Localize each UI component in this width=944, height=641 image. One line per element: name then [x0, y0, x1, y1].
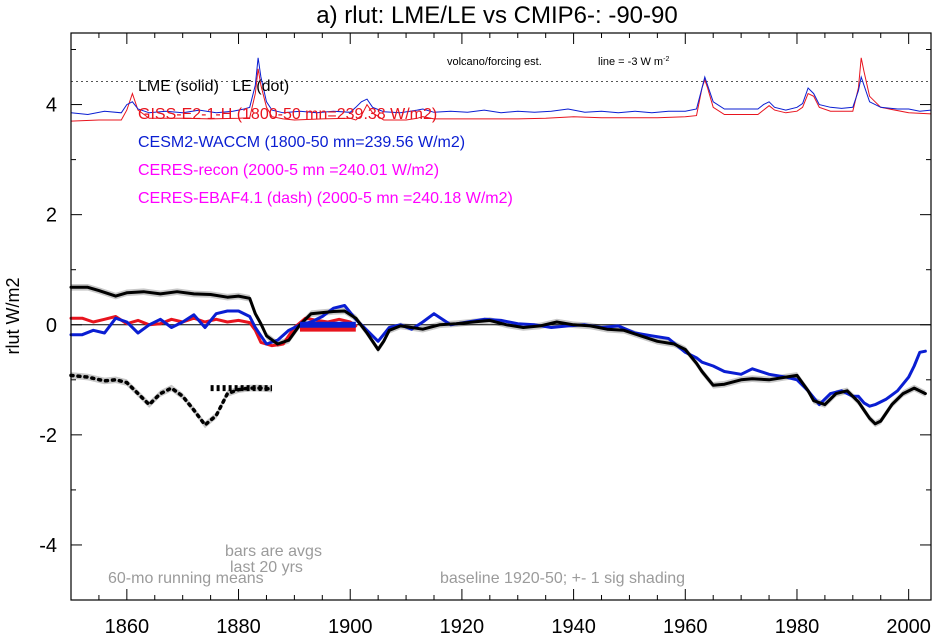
y-axis-label: rlut W/m2 — [3, 277, 23, 354]
legend-entry-giss: GISS-E2-1-H (1800-50 mn=239.38 W/m2) — [138, 106, 437, 123]
average-bars — [210, 321, 356, 392]
annotations: volcano/forcing est. line = -3 W m-2 60-… — [108, 56, 685, 587]
x-tick-label-2000: 2000 — [886, 616, 931, 638]
running-mean-note: 60-mo running means — [108, 570, 264, 587]
chart-title: a) rlut: LME/LE vs CMIP6-: -90-90 — [316, 2, 677, 29]
legend-entry-lme-le: LME (solid) LE (dot) — [138, 78, 289, 95]
legend-entry-ceres-ebaf: CERES-EBAF4.1 (dash) (2000-5 mn =240.18 … — [138, 190, 513, 207]
baseline-note: baseline 1920-50; +- 1 sig shading — [440, 570, 685, 587]
x-tick-label-1860: 1860 — [105, 616, 150, 638]
x-tick-label-1920: 1920 — [440, 616, 485, 638]
series-line-le — [69, 373, 274, 427]
volcano-label: volcano/forcing est. — [447, 56, 542, 68]
uncertainty-shading — [71, 284, 926, 429]
reference-line-label-sup: -2 — [663, 56, 669, 63]
volcano-forcing-estimates — [70, 57, 932, 122]
x-tick-label-1900: 1900 — [328, 616, 373, 638]
series-line-lme — [69, 285, 927, 426]
x-tick-label-1880: 1880 — [216, 616, 261, 638]
forcing-line-cesm2-waccm — [70, 57, 932, 116]
y-tick-label--2: -2 — [39, 425, 57, 447]
bars-note-line1: bars are avgs — [225, 543, 322, 560]
reference-line-label: line = -3 W m-2 — [598, 56, 669, 68]
axes: 1860 1880 1900 1920 1940 1960 1980 2000 -4 -2 0 2 4 — [39, 32, 932, 638]
y-tick-label-0: 0 — [46, 315, 57, 337]
forcing-line-giss-e2-1-h — [70, 57, 932, 122]
x-tick-label-1940: 1940 — [551, 616, 596, 638]
series-line-cesm2-waccm — [69, 304, 927, 408]
y-tick-label--4: -4 — [39, 535, 57, 557]
legend: LME (solid) LE (dot) GISS-E2-1-H (1800-5… — [138, 78, 513, 207]
series-lines — [69, 285, 927, 427]
legend-entry-ceres-recon: CERES-recon (2000-5 mn =240.01 W/m2) — [138, 162, 439, 179]
y-tick-label-4: 4 — [46, 95, 57, 117]
plot-frame — [70, 32, 932, 601]
y-tick-label-2: 2 — [46, 205, 57, 227]
x-tick-label-1960: 1960 — [663, 616, 708, 638]
shade-band-lme — [71, 284, 926, 428]
legend-entry-cesm: CESM2-WACCM (1800-50 mn=239.56 W/m2) — [138, 134, 465, 151]
x-tick-label-1980: 1980 — [775, 616, 820, 638]
bars-note-line2: last 20 yrs — [230, 559, 303, 576]
reference-line-label-text: line = -3 W m — [598, 56, 663, 68]
